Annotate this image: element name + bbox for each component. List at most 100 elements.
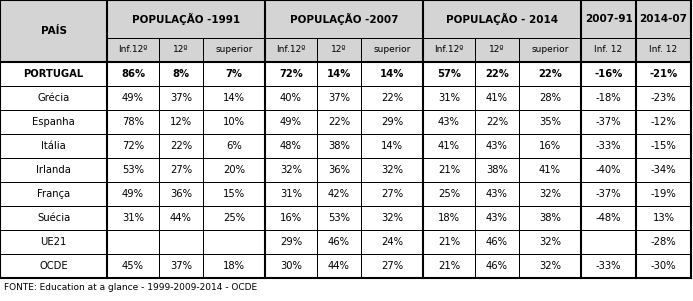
Bar [581,206,636,230]
Text: -15%: -15% [651,141,676,151]
Bar [423,134,475,158]
Bar [361,206,423,230]
Bar [519,206,581,230]
Text: 29%: 29% [280,237,302,247]
Bar [265,38,317,62]
Bar [519,230,581,254]
Text: -37%: -37% [596,189,622,199]
Bar [159,38,203,62]
Text: -30%: -30% [651,261,676,271]
Bar [203,158,265,182]
Text: -40%: -40% [596,165,621,175]
Bar [317,254,361,278]
Text: 72%: 72% [279,69,303,79]
Text: 21%: 21% [438,165,460,175]
Text: 46%: 46% [486,261,508,271]
Text: Inf. 12: Inf. 12 [595,45,622,54]
Text: Inf.12º: Inf.12º [277,45,306,54]
Bar [361,38,423,62]
Bar [423,230,475,254]
Text: 86%: 86% [121,69,145,79]
Text: 41%: 41% [539,165,561,175]
Text: 36%: 36% [328,165,350,175]
Bar [636,62,691,86]
Bar [423,254,475,278]
Bar [159,62,203,86]
Text: Itália: Itália [41,141,66,151]
Text: 22%: 22% [485,69,509,79]
Bar [423,86,475,110]
Bar [581,254,636,278]
Bar [0,0,107,62]
Bar [0,206,107,230]
Text: 2007-91: 2007-91 [585,14,633,24]
Text: 32%: 32% [539,189,561,199]
Text: 53%: 53% [328,213,350,223]
Bar [203,110,265,134]
Text: 27%: 27% [170,165,192,175]
Bar [203,206,265,230]
Text: 20%: 20% [223,165,245,175]
Bar [475,158,519,182]
Text: 29%: 29% [381,117,403,127]
Bar [636,230,691,254]
Bar [581,62,636,86]
Text: PAÍS: PAÍS [40,26,67,36]
Bar [203,38,265,62]
Bar [636,38,691,62]
Text: superior: superior [532,45,569,54]
Text: 38%: 38% [486,165,508,175]
Text: 32%: 32% [280,165,302,175]
Text: OCDE: OCDE [40,261,68,271]
Text: 18%: 18% [223,261,245,271]
Text: 43%: 43% [486,189,508,199]
Text: 24%: 24% [381,237,403,247]
Bar [0,158,107,182]
Bar [107,86,159,110]
Text: 27%: 27% [381,261,403,271]
Text: 25%: 25% [223,213,245,223]
Text: 37%: 37% [170,93,192,103]
Bar [107,110,159,134]
Bar [265,110,317,134]
Text: -48%: -48% [596,213,621,223]
Bar [107,38,159,62]
Text: Inf.12º: Inf.12º [435,45,464,54]
Bar [265,254,317,278]
Bar [423,62,475,86]
Bar [581,134,636,158]
Text: 14%: 14% [327,69,351,79]
Bar [107,158,159,182]
Bar [636,0,691,38]
Bar [581,182,636,206]
Text: 32%: 32% [381,165,403,175]
Text: POPULAÇÃO - 2014: POPULAÇÃO - 2014 [446,13,558,25]
Bar [475,134,519,158]
Bar [581,230,636,254]
Text: 25%: 25% [438,189,460,199]
Bar [636,86,691,110]
Text: 36%: 36% [170,189,192,199]
Text: -21%: -21% [649,69,678,79]
Text: 14%: 14% [223,93,245,103]
Text: 37%: 37% [170,261,192,271]
Bar [107,182,159,206]
Bar [0,62,107,86]
Text: -23%: -23% [651,93,676,103]
Text: 22%: 22% [170,141,192,151]
Bar [317,62,361,86]
Text: 35%: 35% [539,117,561,127]
Text: POPULAÇÃO -1991: POPULAÇÃO -1991 [132,13,240,25]
Text: 2014-07: 2014-07 [640,14,687,24]
Bar [423,110,475,134]
Bar [265,182,317,206]
Text: 49%: 49% [122,93,144,103]
Text: POPULAÇÃO -2007: POPULAÇÃO -2007 [290,13,398,25]
Bar [203,62,265,86]
Bar [159,230,203,254]
Bar [581,38,636,62]
Bar [423,38,475,62]
Text: Inf.12º: Inf.12º [119,45,148,54]
Bar [159,182,203,206]
Bar [519,134,581,158]
